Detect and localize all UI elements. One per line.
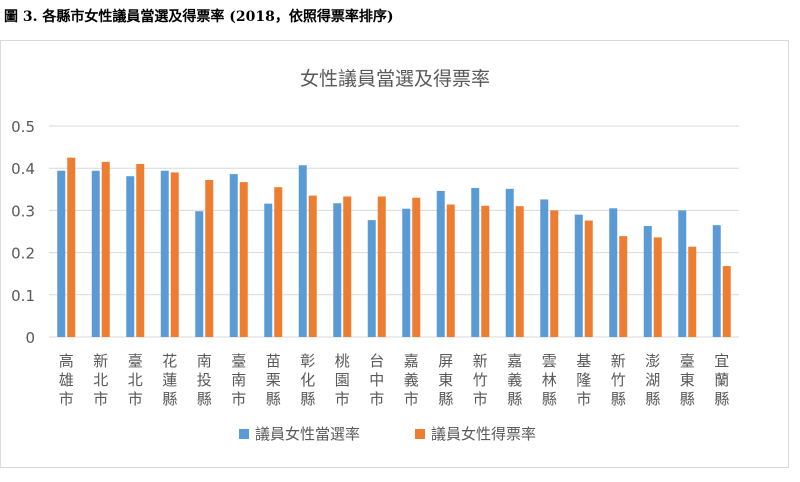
x-category-label: 臺南市 [231,352,246,408]
bar-vote-share [67,157,76,337]
x-category-label: 屏東縣 [438,352,453,408]
bar-elected-rate [436,190,445,337]
x-category-label: 台中市 [369,352,384,408]
y-axis-ticks: 0 0.1 0.2 0.3 0.4 0.5 [11,118,35,347]
bar-vote-share [515,206,524,337]
bar-elected-rate [402,208,411,337]
bar-vote-share [688,246,697,337]
bar-elected-rate [126,176,135,337]
bar-vote-share [343,196,352,337]
bar-elected-rate [471,188,480,337]
bar-vote-share [481,205,490,337]
bar-vote-share [412,197,421,337]
x-category-label: 高雄市 [59,352,74,408]
x-category-label: 彰化縣 [300,352,315,408]
bar-vote-share [308,195,317,337]
bar-vote-share [274,187,283,337]
bar-elected-rate [712,225,721,337]
y-tick-label: 0.2 [11,245,35,263]
bar-elected-rate [367,220,376,337]
bar-elected-rate [57,170,66,337]
x-category-label: 宜蘭縣 [714,352,729,408]
chart-title: 女性議員當選及得票率 [300,68,490,90]
bar-vote-share [722,266,731,337]
bar-elected-rate [540,199,549,337]
bar-vote-share [584,220,593,337]
legend-label: 議員女性得票率 [431,425,536,443]
bar-vote-share [170,172,179,337]
bar-vote-share [205,180,214,337]
bar-vote-share [550,210,559,337]
x-category-label: 花蓮縣 [162,352,177,408]
bar-elected-rate [505,188,514,337]
x-category-label: 苗栗縣 [266,352,281,408]
x-category-label: 雲林縣 [542,352,557,408]
bar-vote-share [136,163,145,337]
y-tick-label: 0.4 [11,160,35,178]
bar-elected-rate [229,174,238,337]
y-tick-label: 0.1 [11,287,35,305]
legend-label: 議員女性當選率 [255,425,360,443]
x-axis-labels: 高雄市 新北市 臺北市 花蓮縣 南投縣 臺南市 苗栗縣 彰化縣 桃園市 台中市 嘉義市 屏東縣 新竹市 嘉… [59,352,730,408]
legend: 議員女性當選率 議員女性得票率 [239,425,536,443]
legend-swatch [239,429,249,439]
bar-elected-rate [609,208,618,337]
bar-vote-share [101,161,110,337]
x-category-label: 嘉義縣 [507,352,522,408]
x-category-label: 新北市 [93,352,108,408]
x-category-label: 臺東縣 [680,352,695,408]
bar-vote-share [377,196,386,337]
bar-elected-rate [298,165,307,337]
gridlines [49,125,739,338]
figure-caption: 圖 3. 各縣市女性議員當選及得票率 (2018，依照得票率排序) [4,9,394,25]
bar-elected-rate [160,170,169,337]
x-category-label: 澎湖縣 [645,352,660,408]
x-category-label: 嘉義市 [404,352,419,408]
x-category-label: 新竹市 [473,352,488,408]
bar-vote-share [619,236,628,337]
legend-swatch [415,429,425,439]
x-category-label: 基隆市 [576,352,591,408]
bar-elected-rate [333,203,342,337]
bar-elected-rate [574,214,583,337]
bars [57,157,731,337]
x-category-label: 桃園市 [335,352,350,408]
bar-elected-rate [678,210,687,337]
y-tick-label: 0.5 [11,118,35,136]
bar-elected-rate [643,226,652,337]
x-category-label: 南投縣 [197,352,212,408]
bar-chart: 女性議員當選及得票率 0 0.1 0.2 0.3 0.4 0.5 高雄市 新北市 臺北市 花蓮縣… [11,68,739,443]
bar-vote-share [446,204,455,337]
x-category-label: 新竹縣 [611,352,626,408]
bar-elected-rate [91,170,100,337]
y-tick-label: 0.3 [11,202,35,220]
bar-vote-share [239,182,248,337]
bar-elected-rate [195,211,204,337]
x-category-label: 臺北市 [128,352,143,408]
chart-frame: 女性議員當選及得票率 0 0.1 0.2 0.3 0.4 0.5 高雄市 新北市 臺北市 花蓮縣… [0,40,789,468]
y-tick-label: 0 [25,329,35,347]
bar-vote-share [653,237,662,337]
bar-elected-rate [264,203,273,337]
